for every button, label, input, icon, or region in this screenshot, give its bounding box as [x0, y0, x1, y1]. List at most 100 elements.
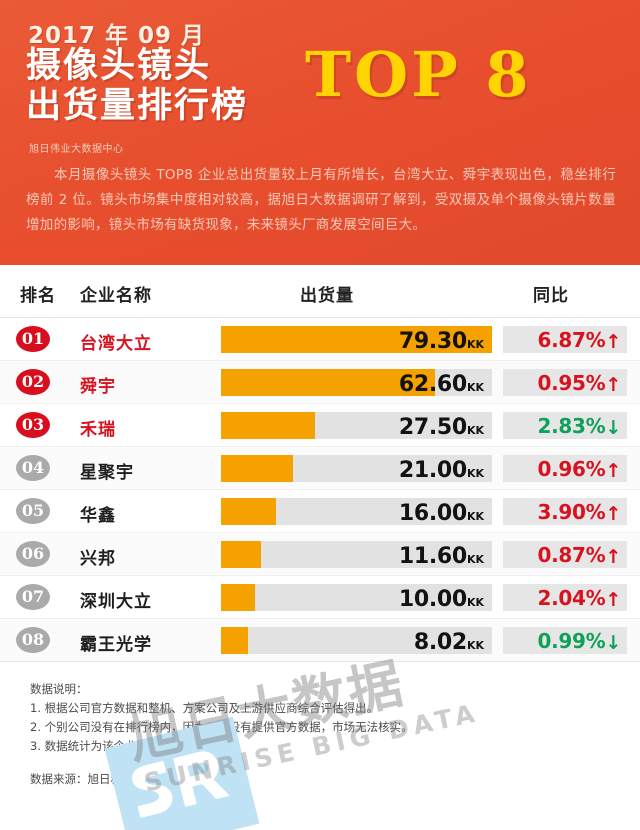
shipment-bar-fill	[221, 369, 435, 396]
note-item-1: 1. 根据公司官方数据和整机、方案公司及上游供应商综合评估得出。	[30, 701, 379, 715]
note-item-2: 2. 个别公司没有在排行榜内，因为公司没有提供官方数据，市场无法核实。	[30, 720, 413, 734]
shipment-unit: KK	[466, 639, 484, 652]
rank-badge: 03	[16, 412, 50, 438]
shipment-number: 16.00	[398, 501, 467, 526]
rank-badge: 04	[16, 455, 50, 481]
shipment-number: 8.02	[413, 630, 467, 655]
shipment-unit: KK	[466, 510, 484, 523]
table-row[interactable]: 08 霸王光学 8.02KK 0.99%↓	[0, 619, 640, 662]
yoy-percent: 0.99%	[537, 629, 606, 653]
table-body: 01 台湾大立 79.30KK 6.87%↑ 02 舜宇 62.60KK 0.95%↑ 03 禾瑞…	[0, 318, 640, 662]
company-name: 台湾大立	[80, 334, 152, 354]
shipment-value: 79.30KK	[399, 329, 484, 354]
arrow-up-icon: ↑	[605, 546, 621, 568]
company-name: 兴邦	[80, 549, 116, 569]
shipment-bar-track: 8.02KK	[221, 627, 492, 655]
shipment-unit: KK	[466, 424, 484, 437]
header-summary-paragraph: 本月摄像头镜头 TOP8 企业总出货量较上月有所增长，台湾大立、舜宇表现出色，稳…	[26, 167, 616, 233]
table-row[interactable]: 02 舜宇 62.60KK 0.95%↑	[0, 361, 640, 404]
company-name: 星聚宇	[80, 463, 134, 483]
yoy-percent: 0.87%	[537, 543, 606, 567]
shipment-unit: KK	[466, 467, 484, 480]
table-row[interactable]: 01 台湾大立 79.30KK 6.87%↑	[0, 318, 640, 361]
shipment-bar-fill	[221, 412, 316, 439]
yoy-value: 0.96%↑	[537, 457, 621, 481]
shipment-bar-fill	[221, 541, 261, 568]
column-header-company: 企业名称	[80, 286, 152, 306]
page-title: 摄像头镜头 出货量排行榜	[26, 46, 248, 126]
footer-notes: 数据说明： 1. 根据公司官方数据和整机、方案公司及上游供应商综合评估得出。 2…	[0, 662, 640, 789]
yoy-value: 0.99%↓	[537, 629, 621, 653]
shipment-value: 27.50KK	[399, 415, 484, 440]
yoy-percent: 2.83%	[537, 414, 606, 438]
yoy-percent: 0.95%	[537, 371, 606, 395]
yoy-value: 0.87%↑	[537, 543, 621, 567]
table-header-row: 排名 企业名称 出货量 同比	[0, 265, 640, 318]
arrow-up-icon: ↑	[605, 503, 621, 525]
arrow-down-icon: ↓	[605, 417, 621, 439]
shipment-number: 62.60	[398, 372, 467, 397]
yoy-value: 6.87%↑	[537, 328, 621, 352]
yoy-cell: 2.83%↓	[503, 412, 627, 439]
shipment-bar-fill	[221, 455, 293, 482]
rank-badge: 07	[16, 584, 50, 610]
arrow-up-icon: ↑	[605, 331, 621, 353]
column-header-shipment: 出货量	[300, 286, 354, 306]
rank-badge: 08	[16, 627, 50, 653]
shipment-value: 11.60KK	[399, 544, 484, 569]
table-row[interactable]: 07 深圳大立 10.00KK 2.04%↑	[0, 576, 640, 619]
shipment-number: 11.60	[398, 544, 467, 569]
shipment-unit: KK	[466, 596, 484, 609]
table-row[interactable]: 05 华鑫 16.00KK 3.90%↑	[0, 490, 640, 533]
shipment-bar-track: 16.00KK	[221, 498, 492, 526]
yoy-cell: 6.87%↑	[503, 326, 627, 353]
shipment-bar-track: 27.50KK	[221, 412, 492, 440]
yoy-percent: 6.87%	[537, 328, 606, 352]
rank-badge: 01	[16, 326, 50, 352]
yoy-percent: 2.04%	[537, 586, 606, 610]
shipment-bar-track: 21.00KK	[221, 455, 492, 483]
yoy-value: 0.95%↑	[537, 371, 621, 395]
shipment-value: 8.02KK	[414, 630, 484, 655]
shipment-bar-track: 11.60KK	[221, 541, 492, 569]
page-title-line2: 出货量排行榜	[26, 86, 249, 126]
shipment-number: 10.00	[398, 587, 467, 612]
yoy-cell: 2.04%↑	[503, 584, 627, 611]
shipment-number: 79.30	[398, 329, 467, 354]
shipment-unit: KK	[466, 553, 484, 566]
column-header-yoy: 同比	[533, 286, 569, 306]
shipment-bar-fill	[221, 627, 249, 654]
yoy-value: 2.04%↑	[537, 586, 621, 610]
shipment-unit: KK	[466, 338, 484, 351]
note-title: 数据说明：	[30, 682, 88, 696]
shipment-unit: KK	[466, 381, 484, 394]
rank-badge: 06	[16, 541, 50, 567]
table-row[interactable]: 04 星聚宇 21.00KK 0.96%↑	[0, 447, 640, 490]
table-row[interactable]: 06 兴邦 11.60KK 0.87%↑	[0, 533, 640, 576]
shipment-value: 21.00KK	[399, 458, 484, 483]
company-name: 华鑫	[80, 506, 116, 526]
arrow-up-icon: ↑	[605, 460, 621, 482]
rank-badge: 02	[16, 369, 50, 395]
arrow-down-icon: ↓	[605, 632, 621, 654]
company-name: 舜宇	[80, 377, 116, 397]
ranking-table: 排名 企业名称 出货量 同比 01 台湾大立 79.30KK 6.87%↑ 02 舜宇 62…	[0, 265, 640, 830]
yoy-cell: 0.95%↑	[503, 369, 627, 396]
yoy-percent: 3.90%	[537, 500, 606, 524]
arrow-up-icon: ↑	[605, 589, 621, 611]
shipment-bar-fill	[221, 584, 256, 611]
yoy-value: 3.90%↑	[537, 500, 621, 524]
header-org-label: 旭日伟业大数据中心	[29, 144, 124, 155]
company-name: 深圳大立	[80, 592, 152, 612]
shipment-bar-track: 62.60KK	[221, 369, 492, 397]
header-date: 2017 年 09 月	[28, 23, 206, 49]
shipment-bar-track: 10.00KK	[221, 584, 492, 612]
shipment-value: 16.00KK	[399, 501, 484, 526]
data-source-line: 数据来源：旭日移动终端产业研究所	[30, 772, 214, 786]
yoy-cell: 3.90%↑	[503, 498, 627, 525]
yoy-cell: 0.96%↑	[503, 455, 627, 482]
page-title-line1: 摄像头镜头	[26, 46, 212, 86]
shipment-number: 21.00	[398, 458, 467, 483]
table-row[interactable]: 03 禾瑞 27.50KK 2.83%↓	[0, 404, 640, 447]
